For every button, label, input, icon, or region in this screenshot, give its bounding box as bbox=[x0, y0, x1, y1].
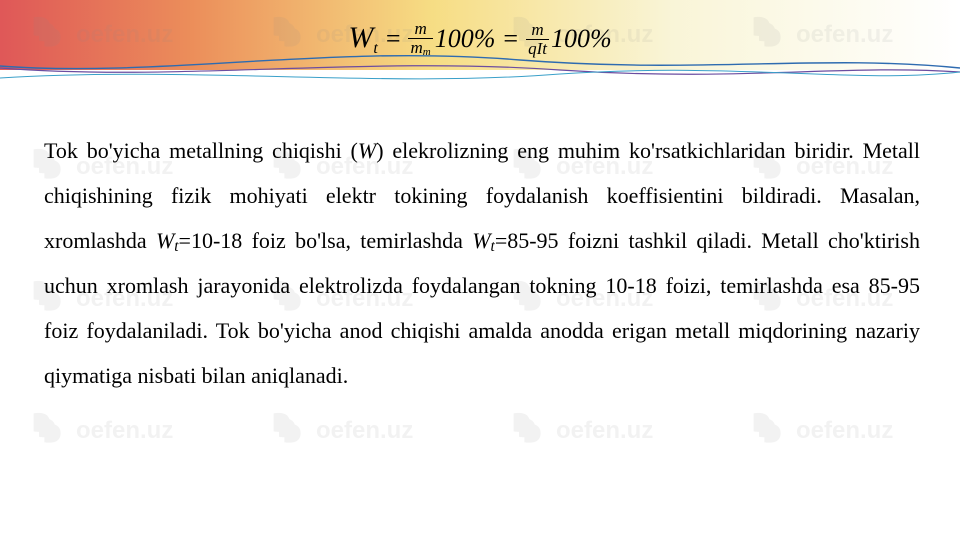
svg-text:oefen.uz: oefen.uz bbox=[556, 417, 653, 444]
watermark-item: oefen.uz bbox=[510, 404, 690, 454]
svg-text:oefen.uz: oefen.uz bbox=[76, 417, 173, 444]
formula: Wt = m mm 100% = m qIt 100% bbox=[0, 20, 960, 58]
text-Wt-2: W bbox=[472, 228, 490, 253]
svg-text:oefen.uz: oefen.uz bbox=[796, 417, 893, 444]
watermark-item: oefen.uz bbox=[270, 404, 450, 454]
watermark-item: oefen.uz bbox=[750, 404, 930, 454]
formula-frac-1: m mm bbox=[408, 20, 432, 58]
formula-equals-1: = bbox=[380, 24, 407, 54]
watermark-item: oefen.uz bbox=[30, 404, 210, 454]
svg-text:oefen.uz: oefen.uz bbox=[316, 417, 413, 444]
text-W: W bbox=[358, 138, 376, 163]
body-paragraph: Tok bo'yicha metallning chiqishi (W) ele… bbox=[44, 128, 920, 399]
formula-100pct-1: 100% bbox=[435, 24, 496, 54]
text-seg-1: Tok bo'yicha metallning chiqishi ( bbox=[44, 138, 358, 163]
formula-W: Wt bbox=[348, 21, 377, 58]
formula-frac-2: m qIt bbox=[526, 21, 549, 58]
text-Wt-1: W bbox=[156, 228, 174, 253]
formula-100pct-2: 100% bbox=[551, 24, 612, 54]
text-seg-3: =10-18 foiz bo'lsa, temirlashda bbox=[179, 228, 473, 253]
formula-equals-2: = bbox=[497, 24, 524, 54]
wave-line-3 bbox=[0, 66, 960, 96]
